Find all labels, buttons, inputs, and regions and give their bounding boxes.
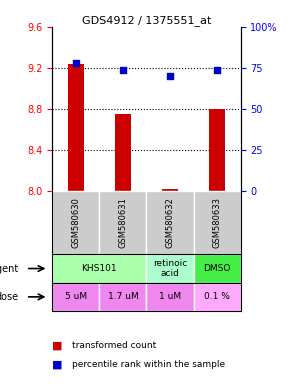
Text: GSM580630: GSM580630 — [71, 197, 80, 248]
Point — [215, 66, 220, 73]
Text: 5 uM: 5 uM — [65, 292, 87, 301]
Text: 0.1 %: 0.1 % — [204, 292, 230, 301]
Text: ■: ■ — [52, 360, 63, 370]
Text: agent: agent — [0, 263, 18, 273]
Bar — [162, 189, 178, 191]
FancyBboxPatch shape — [52, 283, 99, 311]
Text: GSM580631: GSM580631 — [118, 197, 127, 248]
Text: GSM580632: GSM580632 — [166, 197, 175, 248]
Point — [73, 60, 78, 66]
Text: retinoic
acid: retinoic acid — [153, 259, 187, 278]
Text: DMSO: DMSO — [204, 264, 231, 273]
FancyBboxPatch shape — [52, 191, 99, 254]
Text: ■: ■ — [52, 341, 63, 351]
FancyBboxPatch shape — [193, 191, 241, 254]
Text: 1.7 uM: 1.7 uM — [108, 292, 138, 301]
Bar — [115, 114, 131, 191]
FancyBboxPatch shape — [146, 283, 193, 311]
FancyBboxPatch shape — [99, 283, 146, 311]
Text: GSM580633: GSM580633 — [213, 197, 222, 248]
FancyBboxPatch shape — [99, 191, 146, 254]
Text: dose: dose — [0, 292, 18, 302]
Text: transformed count: transformed count — [72, 341, 157, 350]
Text: percentile rank within the sample: percentile rank within the sample — [72, 360, 226, 369]
Bar — [209, 109, 225, 191]
Text: 1 uM: 1 uM — [159, 292, 181, 301]
FancyBboxPatch shape — [193, 283, 241, 311]
Title: GDS4912 / 1375551_at: GDS4912 / 1375551_at — [82, 15, 211, 26]
Point — [121, 66, 125, 73]
FancyBboxPatch shape — [52, 254, 146, 283]
Bar — [68, 64, 84, 191]
Text: KHS101: KHS101 — [81, 264, 117, 273]
FancyBboxPatch shape — [146, 254, 193, 283]
FancyBboxPatch shape — [146, 191, 193, 254]
Point — [168, 73, 172, 79]
FancyBboxPatch shape — [193, 254, 241, 283]
